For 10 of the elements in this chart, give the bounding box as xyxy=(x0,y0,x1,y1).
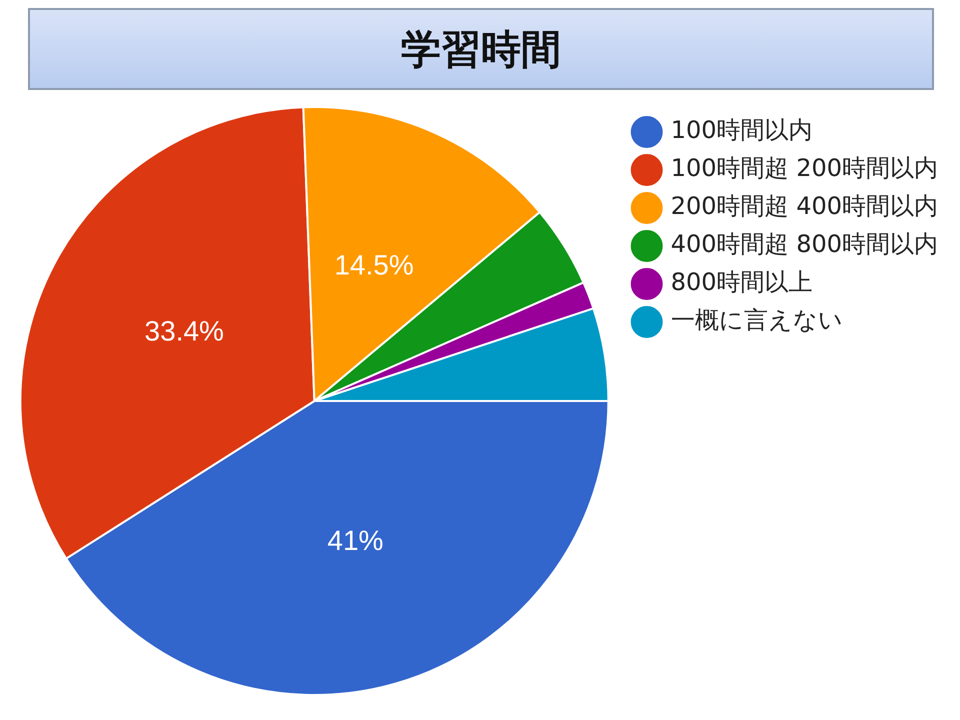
legend-label: 100時間以内 xyxy=(670,116,813,144)
legend-label: 100時間超 200時間以内 xyxy=(670,154,938,182)
chart-title: 学習時間 xyxy=(28,8,934,90)
legend-label: 200時間超 400時間以内 xyxy=(670,192,938,220)
data-label: 14.5% xyxy=(334,249,414,280)
legend-label: 800時間以上 xyxy=(670,268,813,296)
legend-label: 400時間超 800時間以内 xyxy=(670,230,938,258)
data-label: 33.4% xyxy=(144,315,224,346)
legend-label: 一概に言えない xyxy=(670,306,843,334)
data-label: 41% xyxy=(327,524,384,556)
